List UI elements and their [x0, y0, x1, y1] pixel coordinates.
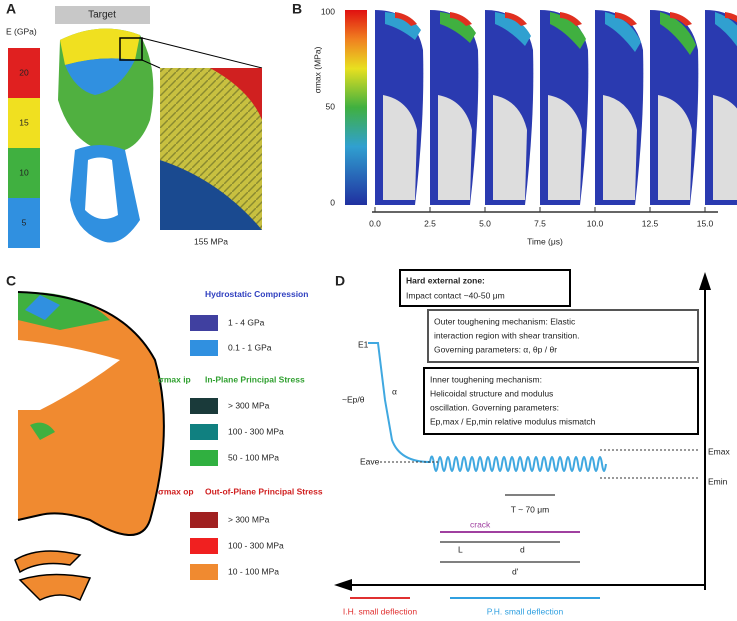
- legend-entry: 10 - 100 MPa: [228, 566, 279, 576]
- legend-entry: 100 - 300 MPa: [228, 540, 284, 550]
- legend-entry: 0.1 - 1 GPa: [228, 342, 272, 352]
- emin-label: Emin: [708, 476, 728, 486]
- box-text: Ep,max / Ep,min relative modulus mismatc…: [430, 416, 596, 426]
- arrow: [334, 579, 352, 591]
- legend-title-text: Hydrostatic Compression: [205, 289, 308, 299]
- d-label: d: [520, 544, 525, 554]
- time-tick-label: 5.0: [479, 218, 491, 228]
- box-text: oscillation. Governing parameters:: [430, 402, 559, 412]
- snapshot: [650, 10, 698, 205]
- snapshot: [375, 10, 423, 205]
- box-text: Inner toughening mechanism:: [430, 374, 542, 384]
- y-label: σmax (MPa): [312, 46, 322, 93]
- time-tick-label: 2.5: [424, 218, 436, 228]
- crack-label: crack: [470, 519, 491, 529]
- swatch: [190, 315, 218, 331]
- period-label: T ~ 70 μm: [511, 504, 550, 514]
- deflection-label: P.H. small deflection: [487, 606, 564, 616]
- inset-label: 155 MPa: [194, 236, 228, 246]
- time-tick-label: 7.5: [534, 218, 546, 228]
- panel-label: A: [6, 1, 16, 17]
- legend-title: E (GPa): [6, 26, 37, 36]
- panel-label: C: [6, 273, 16, 289]
- time-tick-label: 0.0: [369, 218, 381, 228]
- legend-value: 20: [19, 67, 29, 77]
- arrow: [699, 272, 711, 290]
- d2-label: d': [512, 566, 519, 576]
- panel-label: D: [335, 273, 345, 289]
- deflection-label: I.H. small deflection: [343, 606, 417, 616]
- box-text: Impact contact ~40-50 μm: [406, 290, 505, 300]
- alpha-label: α: [392, 386, 397, 396]
- legend-title: In-Plane Principal Stress: [205, 374, 305, 384]
- colorbar-tick: 50: [326, 101, 336, 111]
- snapshot: [430, 10, 478, 205]
- legend-entry: 100 - 300 MPa: [228, 426, 284, 436]
- legend-entry: > 300 MPa: [228, 514, 270, 524]
- snapshot: [595, 10, 643, 205]
- figure: A Target E (GPa) 20 15 10 5 155 MPa B 10…: [0, 0, 737, 621]
- legend-symbol: σmax ip: [158, 374, 191, 384]
- snapshot: [485, 10, 533, 205]
- legend-entry: 1 - 4 GPa: [228, 317, 265, 327]
- target-label: Target: [88, 10, 116, 21]
- colorbar-tick: 100: [321, 6, 335, 16]
- legend-title: Hydrostatic Compression: [205, 289, 308, 299]
- emax-label: Emax: [708, 446, 730, 456]
- legend-entry: 50 - 100 MPa: [228, 452, 279, 462]
- swatch: [190, 450, 218, 466]
- claw-section: [18, 292, 164, 535]
- zoom-line: [142, 38, 262, 68]
- legend-value: 5: [22, 217, 27, 227]
- box-text: Hard external zone:: [406, 275, 485, 285]
- snapshot: [540, 10, 588, 205]
- time-tick-label: 15.0: [697, 218, 714, 228]
- swatch: [190, 340, 218, 356]
- snapshot: [705, 10, 737, 205]
- swatch: [190, 424, 218, 440]
- panel-label: B: [292, 1, 302, 17]
- ep-label: ~Ep/θ: [342, 394, 365, 404]
- time-tick-label: 10.0: [587, 218, 604, 228]
- box-text: Helicoidal structure and modulus: [430, 388, 553, 398]
- swatch: [190, 512, 218, 528]
- colorbar-tick: 0: [330, 197, 335, 207]
- colorbar: [345, 10, 367, 205]
- eave-label: Eave: [360, 456, 380, 466]
- legend-title: Out-of-Plane Principal Stress: [205, 486, 323, 496]
- swatch: [190, 564, 218, 580]
- legend-entry: > 300 MPa: [228, 400, 270, 410]
- legend-value: 10: [19, 167, 29, 177]
- swatch: [190, 538, 218, 554]
- swatch: [190, 398, 218, 414]
- box-text: Governing parameters: α, θp / θr: [434, 344, 557, 354]
- box-text: interaction region with shear transition…: [434, 330, 580, 340]
- claw-tip: [15, 551, 90, 600]
- box-text: Outer toughening mechanism: Elastic: [434, 316, 576, 326]
- time-tick-label: 12.5: [642, 218, 659, 228]
- snapshot-void: [713, 95, 737, 200]
- l-label: L: [458, 544, 463, 554]
- e1-label: E1: [358, 339, 369, 349]
- legend-symbol: σmax op: [158, 486, 194, 496]
- legend-value: 15: [19, 117, 29, 127]
- x-label: Time (μs): [527, 236, 563, 246]
